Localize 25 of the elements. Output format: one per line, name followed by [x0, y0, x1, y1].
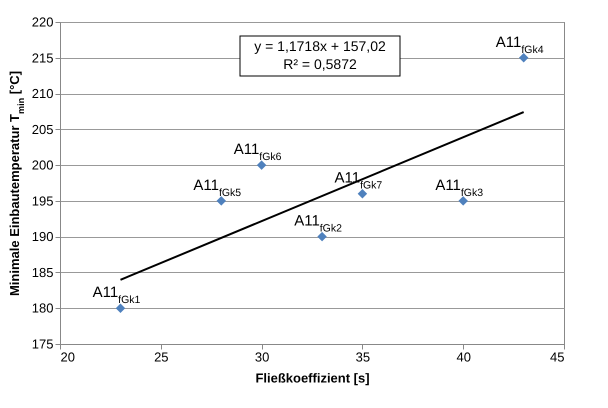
x-axis-title: Fließkoeffizient [s] — [255, 370, 370, 386]
y-tick-label: 195 — [32, 193, 54, 208]
annotation: A11$_{fGk3}$ — [435, 176, 484, 199]
x-tick-label: 30 — [254, 350, 270, 364]
y-tick-label: 205 — [32, 122, 54, 137]
y-tick-label: 180 — [32, 300, 54, 316]
y-tick-label: 220 — [32, 14, 54, 30]
annotation: A11$_{fGk1}$ — [92, 284, 141, 306]
annotation: A11$_{fGk4}$ — [496, 34, 544, 56]
annotation: A11$_{fGk5}$ — [193, 176, 242, 199]
y-tick-label: 210 — [32, 86, 54, 102]
x-tick-label: 45 — [550, 350, 564, 364]
y-tick-label: 190 — [32, 229, 54, 244]
y-tick-label: 200 — [32, 158, 54, 173]
x-tick-label: 40 — [456, 350, 471, 364]
annotation: A11$_{fGk6}$ — [234, 141, 282, 164]
annotation: A11$_{fGk2}$ — [294, 212, 342, 235]
x-tick-label: 20 — [60, 350, 75, 364]
y-tick-label: 215 — [32, 50, 54, 66]
y-tick-label: 175 — [32, 336, 54, 352]
x-tick-label: 35 — [356, 350, 370, 364]
annotation: R² = 0,5872 — [283, 56, 357, 72]
annotation: y = 1,1718x + 157,02 — [254, 38, 386, 54]
y-tick-label: 185 — [32, 264, 54, 280]
x-tick-label: 25 — [154, 350, 169, 364]
